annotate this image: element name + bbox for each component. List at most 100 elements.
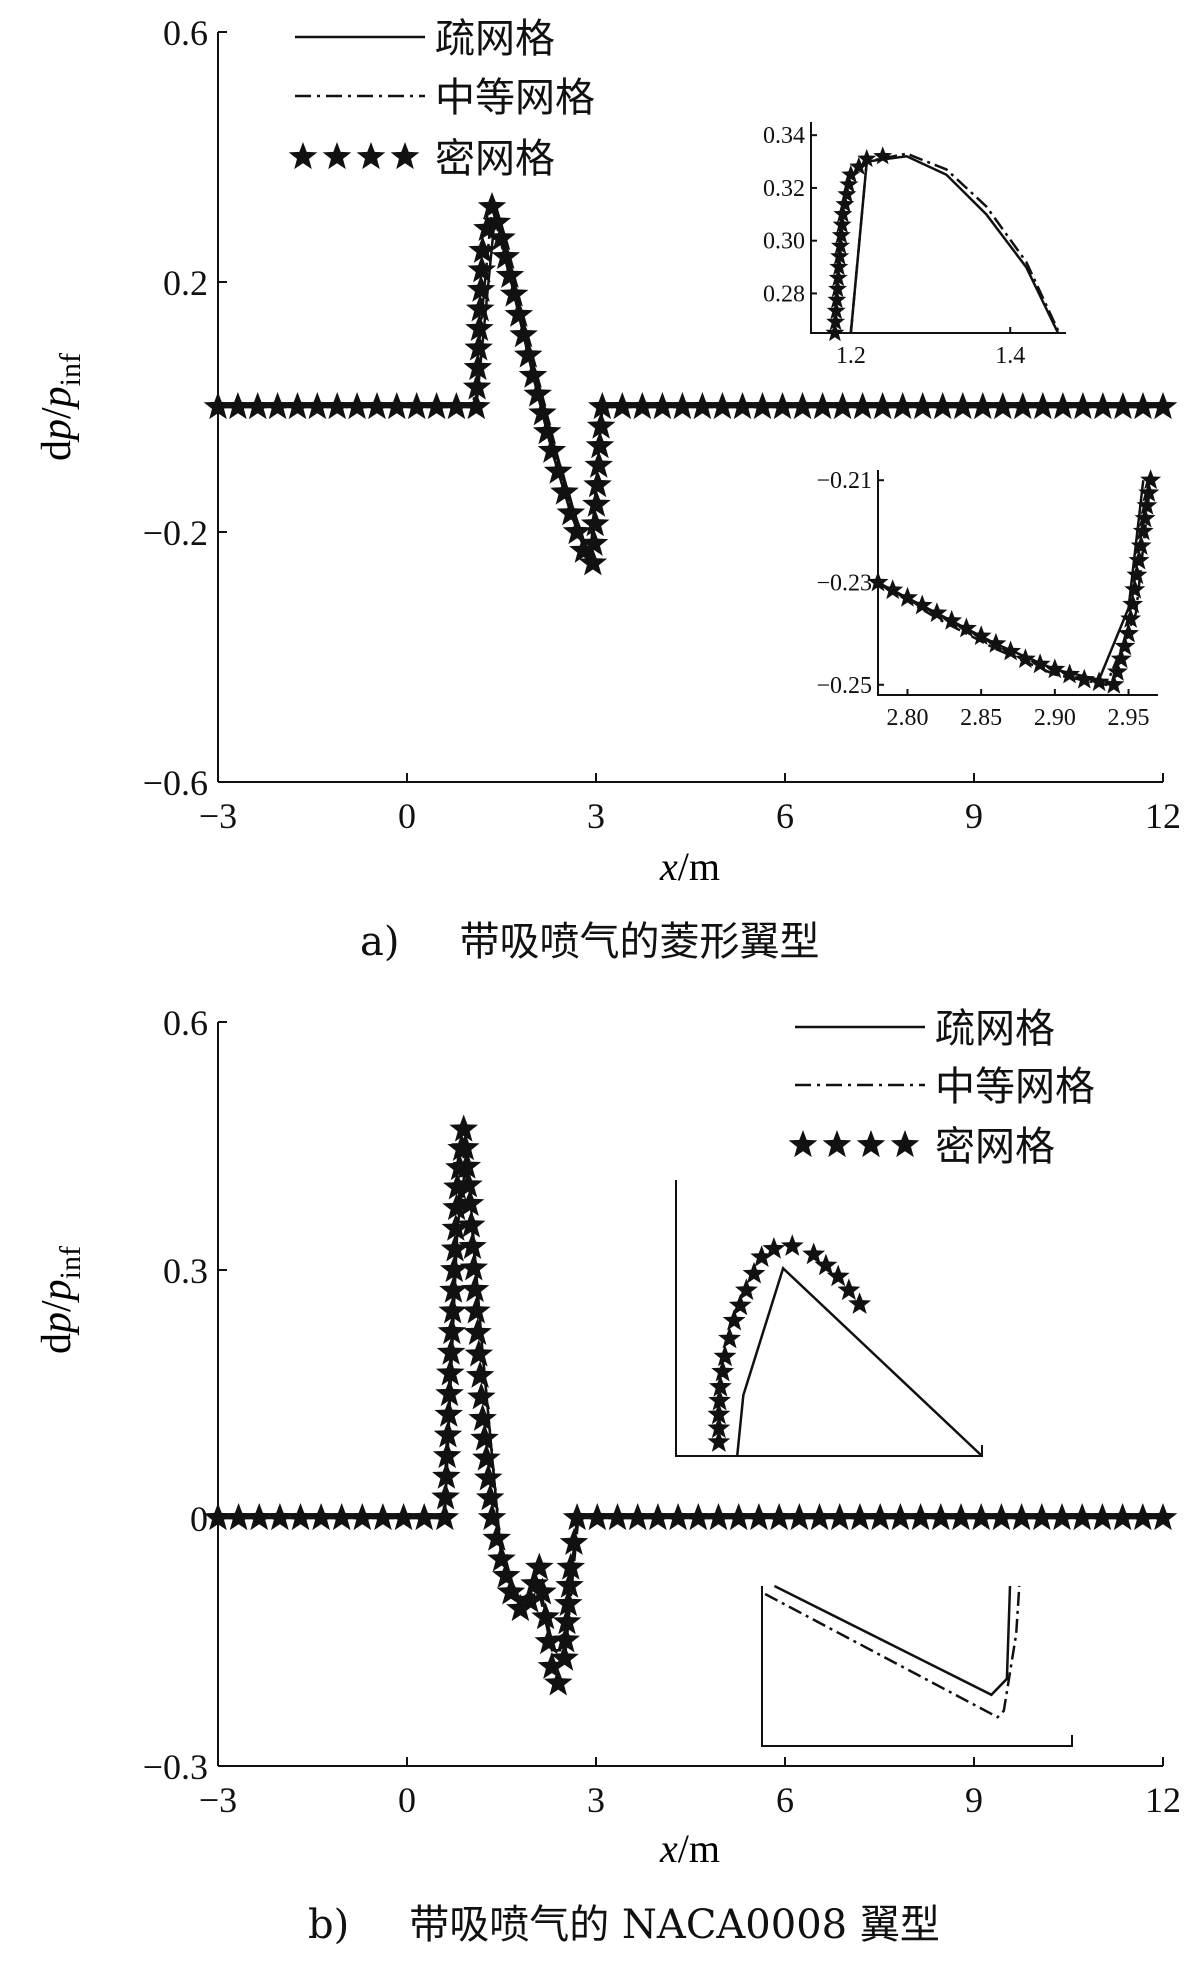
series-2-star-marker [467, 1382, 496, 1410]
series-2-star-marker [495, 260, 525, 288]
series-2-star-marker [1088, 392, 1118, 420]
inset-x-tick-label: 2.80 [886, 705, 928, 731]
legend-star-marker [856, 1130, 886, 1158]
series-2-star-marker [873, 146, 893, 165]
series-2-star-marker [886, 1503, 915, 1531]
series-2-star-marker [462, 392, 491, 420]
series-2-star-marker [588, 392, 617, 420]
y-tick-label: 0.3 [163, 1251, 208, 1291]
series-2-star-marker [704, 1503, 733, 1531]
inset-y-tick-label: 0.28 [763, 281, 805, 307]
series-2-star-marker [1028, 392, 1058, 420]
inset-b1-series [707, 1234, 983, 1457]
panel-b-series [203, 1114, 1178, 1696]
inset-a1-series [825, 146, 1060, 342]
series-2-star-marker [439, 1275, 468, 1303]
series-2-star-marker [283, 392, 312, 420]
series-2-star-marker [514, 340, 543, 368]
series-2-star-marker [436, 1358, 465, 1386]
series-2-star-marker [460, 1274, 490, 1302]
series-2-star-marker [579, 528, 609, 556]
series-2-star-marker [968, 392, 997, 420]
panel-a-x-ticks: −3 0 3 6 9 12 [199, 773, 1181, 836]
series-2-star-marker [1068, 392, 1098, 420]
series-2-star-marker [668, 392, 697, 420]
series-2-star-marker [492, 1560, 521, 1588]
svg-text:dp/pinf: dp/pinf [34, 353, 87, 461]
series-2-star-marker [454, 1170, 483, 1198]
x-tick-label: 12 [1145, 1780, 1181, 1820]
series-2-star-marker [434, 1399, 463, 1427]
series-2-star-marker [475, 1483, 505, 1511]
series-2-star-marker [835, 194, 855, 213]
series-2-star-marker [556, 498, 586, 526]
series-0-line [735, 1266, 983, 1457]
series-2-star-marker [263, 392, 292, 420]
series-2-star-marker [1048, 392, 1078, 420]
panel-b-legend: 疏网格 中等网格 密网格 [788, 1006, 1095, 1170]
series-2-star-marker [831, 236, 850, 255]
series-2-star-marker [956, 617, 977, 638]
series-2-star-marker [582, 489, 611, 517]
series-2-star-marker [848, 392, 877, 420]
series-1-star-marker [742, 1261, 766, 1284]
series-2-star-marker [623, 1503, 652, 1531]
series-2-star-marker [827, 290, 847, 309]
series-2-star-marker [464, 1339, 494, 1367]
series-2-star-marker [1067, 1503, 1097, 1531]
series-2-star-marker [1108, 392, 1138, 420]
series-2-star-marker [543, 456, 573, 484]
series-2-star-marker [603, 1503, 632, 1531]
series-2-star-marker [648, 392, 677, 420]
series-2-star-marker [465, 313, 494, 341]
panel-a-chart: 0.6 0.2 −0.2 −0.6 −3 0 3 6 9 12 dp/pinf x/m 疏网格 … [34, 13, 1181, 965]
series-2-star-marker [245, 1503, 274, 1531]
series-2-star-marker [451, 1133, 480, 1161]
legend-a-label-1: 中等网格 [435, 75, 595, 121]
legend-a-label-0: 疏网格 [435, 16, 555, 62]
series-2-star-marker [1044, 658, 1066, 679]
series-2-star-marker [482, 1523, 511, 1551]
series-2-star-marker [825, 1503, 854, 1531]
panel-a-caption: a) 带吸喷气的菱形翼型 [360, 919, 819, 965]
series-2-star-marker [825, 323, 845, 342]
inset-a2-axes [877, 470, 1158, 696]
series-2-star-marker [1088, 1503, 1117, 1531]
series-2-star-marker [1134, 507, 1156, 528]
series-2-star-marker [970, 625, 992, 646]
series-2-star-marker [348, 1503, 377, 1531]
series-2-star-marker [432, 1461, 461, 1489]
legend-star-marker [822, 1130, 852, 1158]
series-2-star-marker [465, 1360, 495, 1388]
y-tick-label: 0 [190, 1499, 208, 1539]
series-2-star-marker [306, 1503, 336, 1531]
series-2-star-marker [946, 1503, 976, 1531]
legend-star-marker [322, 142, 352, 170]
series-2-star-marker [1148, 1503, 1178, 1531]
legend-star-marker [890, 1130, 920, 1158]
series-2-star-marker [436, 1337, 466, 1365]
series-2-star-marker [882, 579, 904, 600]
series-2-star-marker [828, 279, 848, 298]
series-2-star-marker [845, 1503, 875, 1531]
svg-text:dp/pinf: dp/pinf [34, 1246, 87, 1354]
series-2-star-marker [1059, 663, 1080, 684]
series-2-star-marker [1073, 668, 1095, 689]
series-2-star-marker [724, 1503, 753, 1531]
panel-b-x-label: x/m [659, 1826, 720, 1871]
series-2-star-marker [203, 1503, 233, 1531]
series-2-star-marker [828, 268, 848, 287]
series-2-star-marker [684, 1503, 713, 1531]
panel-a-inset-top: 0.34 0.32 0.30 0.28 1.2 1.4 [763, 122, 1066, 369]
series-2-star-marker [543, 1668, 573, 1696]
series-2-star-marker [562, 517, 592, 545]
inset-a2-ticks: −0.21 −0.23 −0.25 2.80 2.85 2.90 2.95 [816, 468, 1149, 731]
panel-b-caption: b) 带吸喷气的 NACA0008 翼型 [308, 1902, 940, 1948]
series-2-star-marker [468, 1403, 497, 1431]
series-2-star-marker [487, 223, 516, 251]
series-2-star-marker [477, 192, 507, 220]
series-2-star-marker [1114, 635, 1136, 656]
x-tick-label: 3 [587, 796, 605, 836]
series-2-star-marker [1007, 1503, 1036, 1531]
series-2-star-marker [520, 1569, 549, 1597]
